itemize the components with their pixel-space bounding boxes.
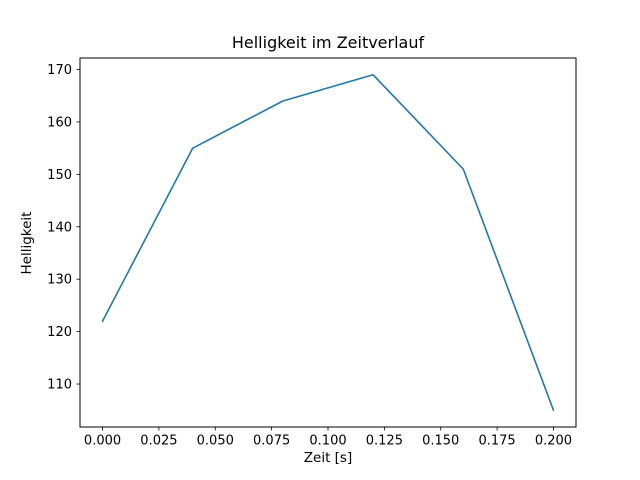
x-axis-label: Zeit [s]: [303, 450, 353, 466]
y-tick-label: 120: [47, 325, 72, 340]
data-line: [101, 73, 555, 412]
y-tick-label: 140: [47, 220, 72, 235]
x-tick-label: 0.175: [478, 434, 515, 449]
x-tick-label: 0.150: [422, 434, 459, 449]
y-tick-label: 170: [47, 63, 72, 78]
y-tick-label: 160: [47, 115, 72, 130]
x-tick-label: 0.125: [366, 434, 403, 449]
x-tick-label: 0.200: [535, 434, 572, 449]
y-axis-label: Helligkeit: [19, 211, 35, 275]
x-tick-label: 0.025: [140, 434, 177, 449]
chart-title: Helligkeit im Zeitverlauf: [231, 33, 425, 52]
y-tick-label: 130: [47, 273, 72, 288]
x-tick-label: 0.075: [253, 434, 290, 449]
x-tick-label: 0.100: [309, 434, 346, 449]
x-tick-label: 0.000: [84, 434, 121, 449]
plot-spines: [79, 57, 577, 428]
y-tick-label: 110: [47, 378, 72, 393]
y-tick-label: 150: [47, 168, 72, 183]
x-tick-label: 0.050: [197, 434, 234, 449]
